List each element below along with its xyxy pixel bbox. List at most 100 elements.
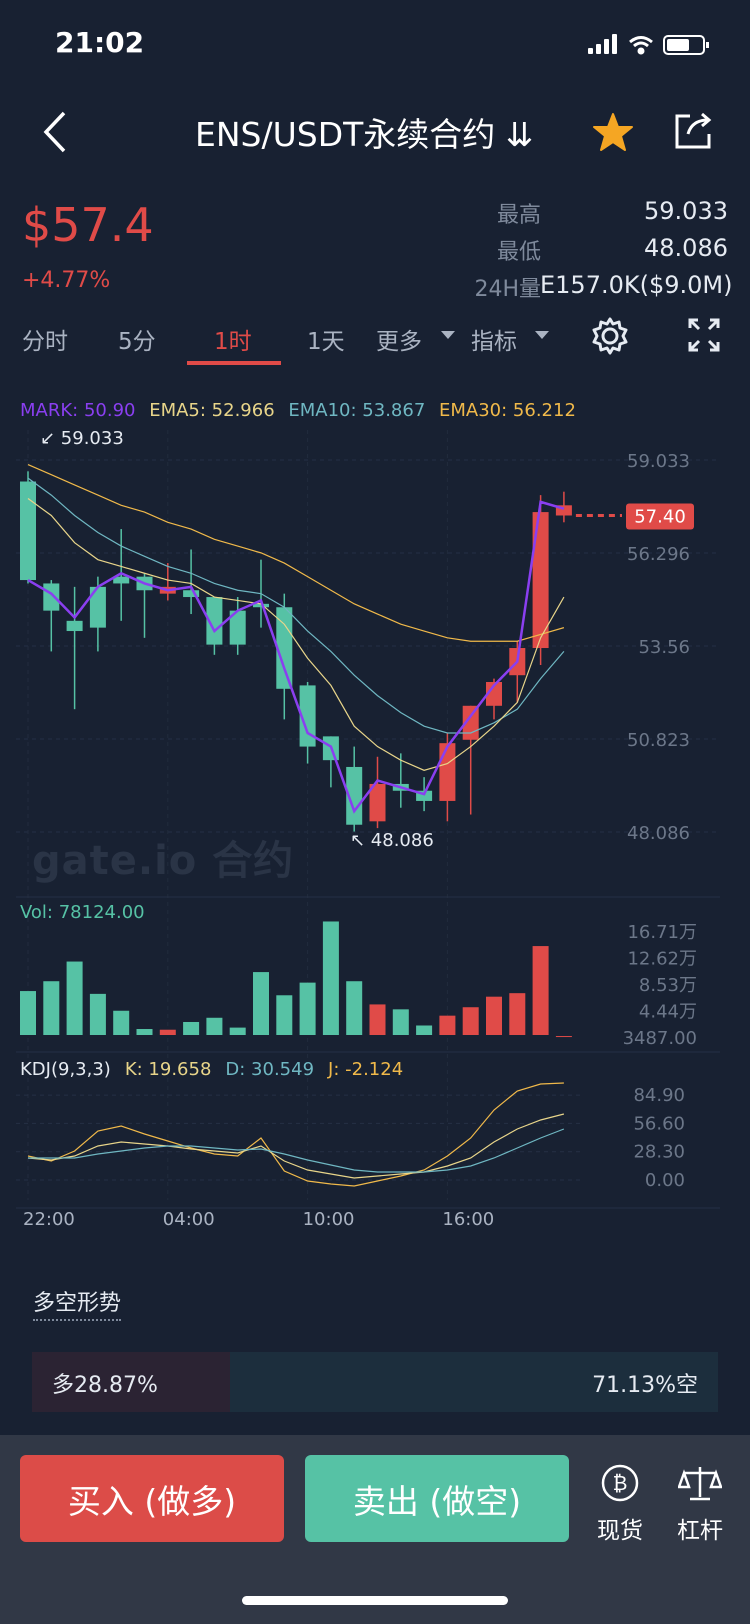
ema10-line [27,477,565,734]
buy-long-button[interactable]: 买入 (做多) [20,1455,284,1542]
candle-body [439,743,456,801]
volume-value: E157.0K($9.0M) [540,271,733,299]
volume-axis-label: 4.44万 [639,1002,697,1023]
min-price-label: ↖ 48.086 [350,830,434,851]
leverage-label: 杠杆 [677,1518,723,1544]
tab-1day[interactable]: 1天 [307,329,345,355]
time-axis-label: 16:00 [442,1209,495,1230]
volume-bar [532,946,549,1035]
ema10-legend: EMA10: 53.867 [288,400,426,421]
share-icon[interactable] [672,110,714,152]
price-axis-label: 56.296 [627,544,690,565]
time-axis-label: 22:00 [23,1209,75,1230]
settings-gear-icon[interactable] [590,316,630,356]
candle-body [346,766,363,825]
leverage-button[interactable]: 杠杆 [672,1463,728,1545]
candle-body [532,512,549,649]
volume-bar [20,991,36,1035]
volume-bar [392,1009,409,1035]
candle-body [89,586,106,628]
volume-axis-label: 16.71万 [627,922,697,943]
candle-body [416,790,433,801]
page-title[interactable]: ENS/USDT永续合约 ⇊ [195,115,534,154]
high-value: 59.033 [644,197,728,225]
kdj-axis-label: 84.90 [633,1085,685,1106]
price-change: +4.77% [22,268,111,293]
kdj-k-line [27,1113,565,1179]
indicators-dropdown-icon[interactable] [535,331,549,341]
candle-body [113,576,130,584]
back-chevron-icon[interactable] [40,110,70,154]
tab-timeline[interactable]: 分时 [22,329,68,355]
volume-bar [159,1029,176,1035]
volume-bar [486,996,502,1035]
volume-bar [206,1017,223,1035]
ema30-legend: EMA30: 56.212 [439,400,576,421]
short-ratio-label: 71.13%空 [592,1373,698,1398]
candle-body [183,590,200,598]
candle-body [486,682,502,706]
high-label: 最高 [496,203,541,228]
time-axis-label: 10:00 [302,1209,355,1230]
low-value: 48.086 [644,234,728,262]
volume-bar [276,995,293,1035]
volume-bar [299,982,316,1035]
kdj-j-line [27,1082,564,1187]
volume-bar [113,1010,130,1035]
kdj-legend-item: K: 19.658 [125,1059,212,1080]
volume-bar [462,1007,479,1035]
time-axis-label: 04:00 [162,1209,215,1230]
wifi-icon [629,36,653,55]
kdj-axis-label: 28.30 [633,1142,685,1163]
status-icons [588,34,709,55]
home-indicator [242,1596,508,1605]
candle-body [299,685,316,747]
last-price-badge-label: 57.40 [634,506,686,527]
ema5-line [27,498,565,771]
more-dropdown-icon[interactable] [441,331,455,341]
candle-body [276,607,293,689]
volume-bar [509,993,526,1035]
tab-5min[interactable]: 5分 [118,329,156,355]
volume-bar [555,1036,572,1038]
volume-bar [89,993,106,1035]
low-label: 最低 [496,240,541,265]
longshort-bar: 多28.87% 71.13%空 [32,1352,718,1412]
kdj-d-line [28,1128,565,1173]
battery-icon [663,35,709,55]
candle-body [43,583,60,611]
max-price-label: ↙ 59.033 [40,428,124,449]
volume-bar [183,1021,200,1035]
mark-legend: MARK: 50.90 [20,400,136,421]
last-price-badge [626,503,694,530]
tab-indicators[interactable]: 指标 [471,329,517,355]
last-price: $57.4 [22,198,154,252]
volume-bar [322,921,339,1035]
candle-body [66,620,83,632]
kdj-axis-label: 56.60 [633,1113,685,1134]
gateio-watermark: gate.io 合约 [32,838,295,884]
spot-label: 现货 [597,1518,643,1544]
status-time: 21:02 [55,26,145,59]
scale-icon [677,1467,723,1501]
longshort-title[interactable]: 多空形势 [33,1285,122,1321]
candle-body [555,505,572,516]
price-axis-label: 50.823 [627,730,690,751]
candle-body [253,603,269,608]
tab-1hour[interactable]: 1时 [214,329,252,355]
kdj-axis-label: 0.00 [645,1170,685,1191]
kline-chart-area[interactable]: 59.033 56.296 53.56 50.823 48.086 ↙ 59.033 ↖ 4… [0,420,750,1220]
long-ratio-fill [32,1352,231,1412]
tab-more[interactable]: 更多 [376,329,422,355]
volume-bar [43,981,60,1035]
volume-axis-label: 3487.00 [623,1028,697,1049]
favorite-star-icon[interactable] [592,112,634,152]
sell-short-button[interactable]: 卖出 (做空) [305,1455,569,1542]
bitcoin-icon: ₿ [601,1464,639,1502]
kdj-legend-item: J: -2.124 [327,1059,403,1080]
fullscreen-icon[interactable] [688,318,720,352]
volume-label: 24H量 [474,277,541,302]
spot-button[interactable]: ₿ 现货 [594,1463,646,1545]
kdj-legend: KDJ(9,3,3) K: 19.658 D: 30.549 J: -2.124 [20,1059,403,1080]
volume-bar [229,1027,246,1035]
